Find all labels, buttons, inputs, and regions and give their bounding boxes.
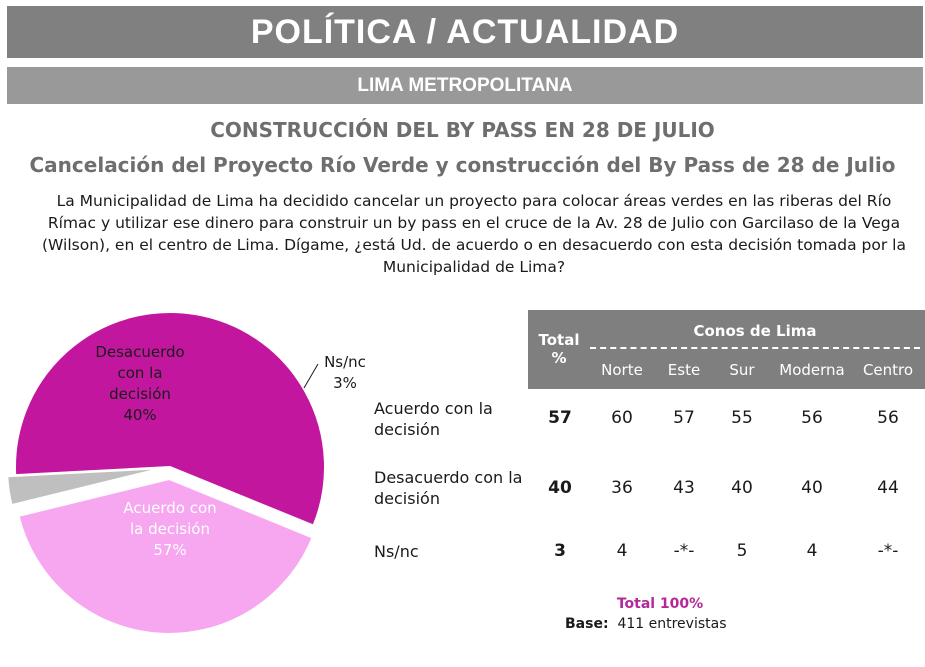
header-col-moderna: Moderna [779,361,845,379]
pie-label-nsnc: Ns/nc 3% [324,353,366,392]
subsection-banner: LIMA METROPOLITANA [7,67,923,104]
chart-subtitle: Cancelación del Proyecto Río Verde y con… [29,153,896,177]
cell-desacuerdo-moderna: 40 [801,478,823,498]
table-header [528,310,925,389]
pie-slice-acuerdo [14,311,326,527]
subsection-title: LIMA METROPOLITANA [357,75,573,96]
footer-base: Base: 411 entrevistas [565,616,727,632]
pie-slice-nsnc [6,467,163,507]
pie-label-acuerdo: Acuerdo con la decisión 57% [123,499,216,559]
footer-base-value: 411 entrevistas [617,616,727,632]
cell-acuerdo-este: 57 [673,408,695,428]
row-label-nsnc: Ns/nc [374,542,419,561]
row-label-desacuerdo: Desacuerdo con la decisión [374,468,523,508]
cell-acuerdo-sur: 55 [731,408,753,428]
cell-nsnc-moderna: 4 [806,541,818,561]
cell-acuerdo-centro: 56 [877,408,899,428]
cell-nsnc-este: -*- [673,541,695,561]
header-total: Total % [530,331,588,367]
row-label-acuerdo: Acuerdo con la decisión [374,399,493,439]
header-divider [590,347,920,349]
section-title: POLÍTICA / ACTUALIDAD [250,13,680,51]
cell-desacuerdo-sur: 40 [731,478,753,498]
pie-chart: Acuerdo con la decisión 57% Desacuerdo con l… [6,311,366,635]
cell-nsnc-centro: -*- [877,541,899,561]
cell-nsnc-sur: 5 [736,541,748,561]
pie-label-desacuerdo: Desacuerdo con la decisión 40% [95,343,184,424]
cell-desacuerdo-total: 40 [548,478,572,498]
footer-base-label: Base: [565,616,609,632]
header-total-label: Total [538,331,580,349]
cell-desacuerdo-este: 43 [673,478,695,498]
section-title-banner: POLÍTICA / ACTUALIDAD [7,6,923,58]
pie-slice-desacuerdo [17,477,314,635]
cell-acuerdo-norte: 60 [611,408,633,428]
footer-total: Total 100% [616,596,704,612]
cell-desacuerdo-norte: 36 [611,478,633,498]
header-col-norte: Norte [601,361,643,379]
pie-leader-line-nsnc [303,363,319,389]
cell-nsnc-norte: 4 [616,541,628,561]
cell-acuerdo-total: 57 [548,408,572,428]
cell-desacuerdo-centro: 44 [877,478,899,498]
cell-acuerdo-moderna: 56 [801,408,823,428]
header-total-unit: % [551,349,567,367]
header-col-este: Este [667,361,701,379]
cell-nsnc-total: 3 [554,541,566,561]
header-col-sur: Sur [729,361,755,379]
survey-question: La Municipalidad de Lima ha decidido can… [42,192,906,276]
header-col-centro: Centro [862,361,914,379]
chart-title: CONSTRUCCIÓN DEL BY PASS EN 28 DE JULIO [210,118,715,142]
header-group: Conos de Lima [693,322,817,340]
